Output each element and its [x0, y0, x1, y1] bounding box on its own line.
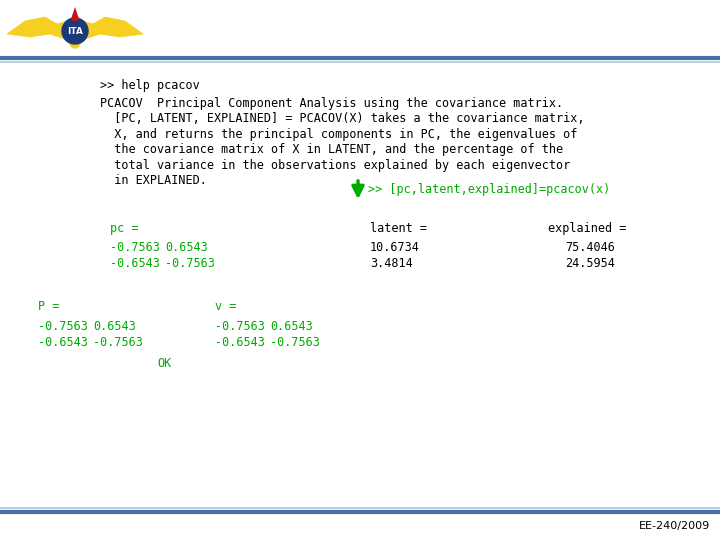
Text: >> [pc,latent,explained]=pcacov(x): >> [pc,latent,explained]=pcacov(x): [368, 184, 611, 197]
Text: P =: P =: [38, 300, 59, 313]
Text: OK: OK: [157, 357, 171, 370]
Text: 10.6734: 10.6734: [370, 241, 420, 254]
Text: total variance in the observations explained by each eigenvector: total variance in the observations expla…: [100, 159, 570, 172]
Text: -0.6543: -0.6543: [215, 336, 265, 349]
Text: X, and returns the principal components in PC, the eigenvalues of: X, and returns the principal components …: [100, 128, 577, 141]
Text: latent =: latent =: [370, 222, 427, 235]
Text: 75.4046: 75.4046: [565, 241, 615, 254]
Text: -0.7563: -0.7563: [165, 257, 215, 270]
Text: [PC, LATENT, EXPLAINED] = PCACOV(X) takes a the covariance matrix,: [PC, LATENT, EXPLAINED] = PCACOV(X) take…: [100, 112, 585, 125]
Polygon shape: [71, 7, 79, 21]
Circle shape: [70, 38, 80, 48]
Text: 24.5954: 24.5954: [565, 257, 615, 270]
Text: -0.7563: -0.7563: [93, 336, 143, 349]
Text: 0.6543: 0.6543: [165, 241, 208, 254]
Text: explained =: explained =: [548, 222, 626, 235]
Polygon shape: [7, 17, 75, 39]
Text: 0.6543: 0.6543: [93, 320, 136, 333]
Text: 0.6543: 0.6543: [270, 320, 312, 333]
Circle shape: [62, 18, 88, 44]
Text: in EXPLAINED.: in EXPLAINED.: [100, 174, 207, 187]
Text: -0.6543: -0.6543: [38, 336, 88, 349]
Text: -0.6543: -0.6543: [110, 257, 160, 270]
Text: 3.4814: 3.4814: [370, 257, 413, 270]
Text: -0.7563: -0.7563: [38, 320, 88, 333]
Polygon shape: [75, 17, 143, 39]
Text: -0.7563: -0.7563: [110, 241, 160, 254]
Text: ITA: ITA: [67, 26, 83, 36]
Text: >> help pcacov: >> help pcacov: [100, 79, 199, 92]
Text: pc =: pc =: [110, 222, 138, 235]
Text: PCACOV  Principal Component Analysis using the covariance matrix.: PCACOV Principal Component Analysis usin…: [100, 97, 563, 110]
Text: -0.7563: -0.7563: [270, 336, 320, 349]
Text: -0.7563: -0.7563: [215, 320, 265, 333]
Text: EE-240/2009: EE-240/2009: [639, 521, 710, 531]
Text: v =: v =: [215, 300, 236, 313]
Text: the covariance matrix of X in LATENT, and the percentage of the: the covariance matrix of X in LATENT, an…: [100, 144, 563, 157]
